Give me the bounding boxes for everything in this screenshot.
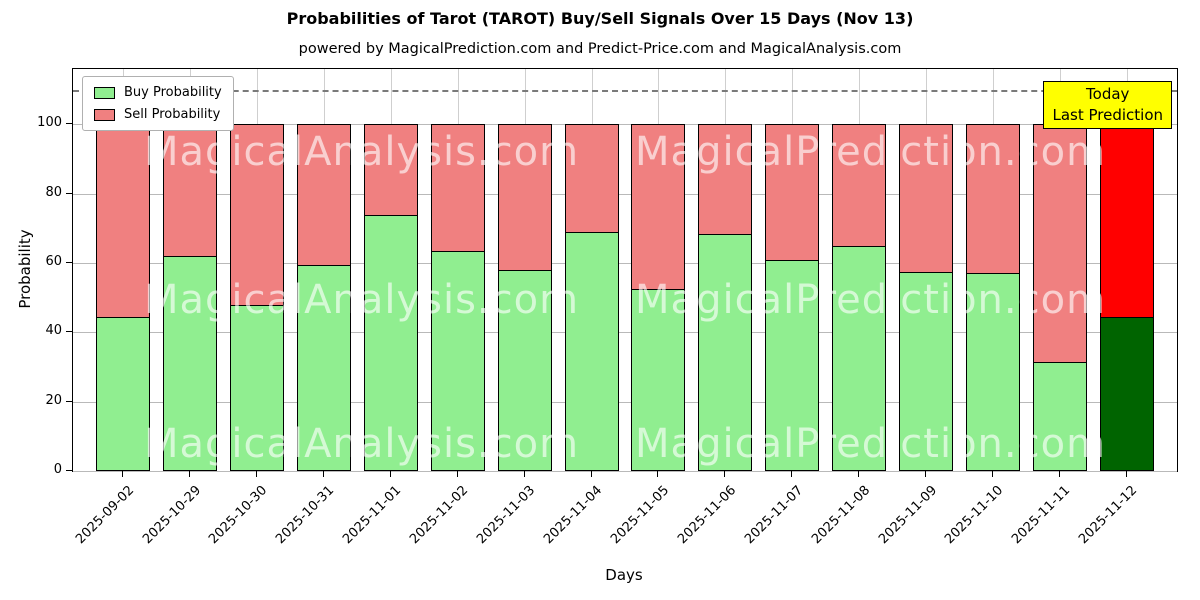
legend-item: Sell Probability <box>94 107 222 122</box>
today-annotation: Today Last Prediction <box>1043 81 1172 129</box>
legend-label: Sell Probability <box>124 107 221 122</box>
y-tick-mark <box>66 331 72 333</box>
y-tick-mark <box>66 470 72 471</box>
x-tick-mark <box>925 471 927 477</box>
y-tick-label: 0 <box>53 462 62 477</box>
grid-line-horizontal <box>73 263 1177 265</box>
bar-sell-2025-11-07 <box>765 124 820 261</box>
y-tick-mark <box>66 123 72 125</box>
bar-buy-2025-11-01 <box>363 214 418 471</box>
bar-sell-2025-11-08 <box>832 124 887 247</box>
bar-sell-2025-11-02 <box>430 124 485 252</box>
bar-sell-2025-11-05 <box>631 124 686 291</box>
x-tick-mark <box>122 471 124 477</box>
bar-buy-2025-10-31 <box>296 264 351 471</box>
y-tick-label: 40 <box>45 323 62 339</box>
x-tick-mark <box>724 471 726 477</box>
x-tick-mark <box>1058 471 1060 477</box>
y-tick-label: 100 <box>37 115 62 131</box>
bar-sell-2025-11-01 <box>363 124 418 216</box>
bar-sell-2025-11-03 <box>497 124 552 271</box>
legend-patch-buy <box>94 86 115 99</box>
grid-line-horizontal <box>73 332 1177 334</box>
bar-buy-2025-11-09 <box>899 271 954 471</box>
x-axis-label: Days <box>605 566 643 584</box>
bar-sell-2025-11-06 <box>698 124 753 235</box>
y-tick-label: 20 <box>45 392 62 408</box>
x-tick-mark <box>189 471 191 477</box>
bar-buy-2025-11-10 <box>966 273 1020 471</box>
grid-line-horizontal <box>73 124 1177 126</box>
bar-buy-2025-11-06 <box>698 233 753 471</box>
x-tick-mark <box>322 471 324 477</box>
bar-sell-2025-10-31 <box>296 124 351 266</box>
threshold-dashed-line <box>73 89 1177 92</box>
plot-area: Buy Probability Sell Probability Today La… <box>72 68 1178 472</box>
bar-buy-2025-11-05 <box>631 289 686 471</box>
y-tick-mark <box>66 400 72 402</box>
bar-sell-2025-10-29 <box>163 124 218 258</box>
bar-sell-2025-11-04 <box>564 124 619 233</box>
x-tick-mark <box>992 471 993 477</box>
grid-line-horizontal <box>73 193 1177 195</box>
y-tick-mark <box>66 262 72 264</box>
x-tick-mark <box>389 471 391 477</box>
legend-label: Buy Probability <box>124 85 222 100</box>
bar-buy-2025-11-03 <box>497 270 552 471</box>
legend-patch-sell <box>94 108 115 121</box>
bar-buy-2025-11-08 <box>832 245 887 471</box>
today-annotation-line1: Today <box>1086 85 1130 103</box>
x-tick-mark <box>657 471 659 477</box>
x-tick-mark <box>523 471 525 477</box>
x-tick-mark <box>1125 471 1127 477</box>
bar-sell-2025-10-30 <box>230 124 284 306</box>
bar-buy-2025-11-12 <box>1099 316 1154 471</box>
bar-sell-2025-11-11 <box>1032 124 1087 363</box>
bar-sell-2025-11-09 <box>899 124 954 273</box>
bar-sell-2025-11-10 <box>966 124 1020 275</box>
grid-line-horizontal <box>73 471 1177 472</box>
chart-subtitle: powered by MagicalPrediction.com and Pre… <box>298 41 902 57</box>
bar-sell-2025-09-02 <box>96 124 151 318</box>
bar-buy-2025-10-29 <box>163 256 218 471</box>
bar-buy-2025-11-04 <box>564 231 619 471</box>
y-tick-label: 80 <box>45 184 62 200</box>
y-tick-label: 60 <box>45 254 62 270</box>
bar-buy-2025-11-02 <box>430 250 485 471</box>
bar-sell-2025-11-12 <box>1099 124 1154 318</box>
bar-buy-2025-09-02 <box>96 316 151 471</box>
legend: Buy Probability Sell Probability <box>82 76 234 131</box>
x-tick-mark <box>791 471 793 477</box>
x-tick-mark <box>456 471 458 477</box>
bar-buy-2025-11-11 <box>1032 361 1087 471</box>
x-tick-mark <box>590 471 592 477</box>
legend-item: Buy Probability <box>94 85 222 100</box>
today-annotation-line2: Last Prediction <box>1052 106 1163 124</box>
bar-buy-2025-11-07 <box>765 259 820 471</box>
bar-buy-2025-10-30 <box>230 304 284 471</box>
chart-title: Probabilities of Tarot (TAROT) Buy/Sell … <box>286 9 914 28</box>
x-tick-text: 2025-11-12 <box>1076 483 1141 548</box>
y-tick-mark <box>66 192 72 194</box>
grid-line-horizontal <box>73 401 1177 403</box>
x-tick-mark <box>256 471 257 477</box>
x-tick-mark <box>858 471 860 477</box>
x-tick-label: 2025-11-12 <box>970 479 1140 547</box>
